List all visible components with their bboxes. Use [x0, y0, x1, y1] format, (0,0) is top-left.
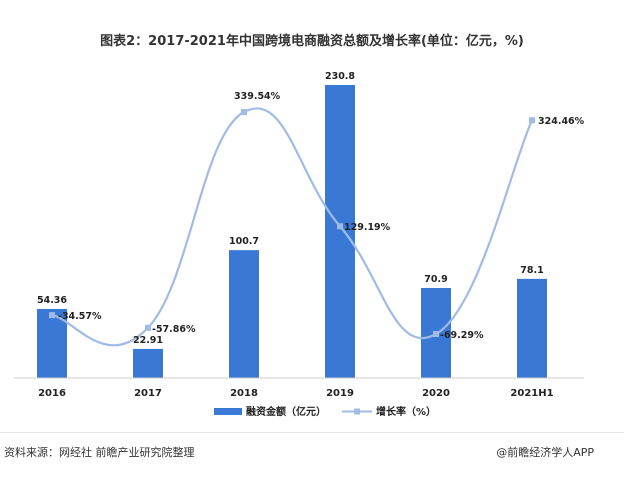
- growth-rate-point: [337, 223, 343, 230]
- legend-line-label: 增长率（%）: [376, 405, 436, 418]
- growth-rate-label: -69.29%: [440, 330, 484, 341]
- x-tick-label: 2019: [326, 388, 354, 399]
- bar-2021H1: [517, 278, 547, 378]
- growth-rate-point: [241, 109, 247, 115]
- bar-2018: [229, 250, 259, 378]
- chart-title: 图表2：2017-2021年中国跨境电商融资总额及增长率(单位：亿元，%): [100, 34, 524, 49]
- footer-divider: [0, 432, 624, 433]
- growth-rate-label: 339.54%: [234, 91, 281, 102]
- bar-2017: [133, 348, 163, 378]
- x-tick-label: 2017: [134, 388, 162, 399]
- legend-bar-swatch: [214, 408, 242, 415]
- legend-bar-label: 融资金额（亿元）: [246, 405, 326, 418]
- bar-value-label: 70.9: [424, 274, 447, 285]
- bar-value-label: 78.1: [520, 265, 543, 276]
- growth-rate-label: 324.46%: [538, 116, 585, 127]
- source-note: 资料来源：网经社 前瞻产业研究院整理: [4, 446, 195, 459]
- brand-credit: @前瞻经济学人APP: [496, 446, 594, 459]
- growth-rate-point: [433, 331, 439, 337]
- bar-value-label: 100.7: [229, 236, 259, 247]
- growth-rate-label: -57.86%: [152, 324, 196, 335]
- growth-rate-line: [51, 107, 534, 347]
- x-tick-label: 2018: [230, 388, 258, 399]
- legend-line-marker: [354, 408, 360, 415]
- bar-value-label: 22.91: [133, 335, 163, 346]
- x-tick-label: 2021H1: [510, 388, 553, 399]
- bar-value-label: 230.8: [325, 71, 355, 82]
- x-tick-label: 2020: [422, 388, 450, 399]
- bar-2019: [325, 85, 355, 378]
- growth-rate-point: [49, 312, 55, 319]
- growth-rate-label: 129.19%: [344, 222, 391, 233]
- combo-chart: 54.36 22.91 100.7 230.8 70.9 78.1 -34.57% -57.8…: [14, 71, 585, 418]
- growth-rate-point: [529, 117, 535, 124]
- growth-rate-label: -34.57%: [58, 311, 102, 322]
- x-tick-label: 2016: [38, 388, 66, 399]
- growth-rate-point: [145, 324, 151, 331]
- bar-value-label: 54.36: [37, 295, 67, 306]
